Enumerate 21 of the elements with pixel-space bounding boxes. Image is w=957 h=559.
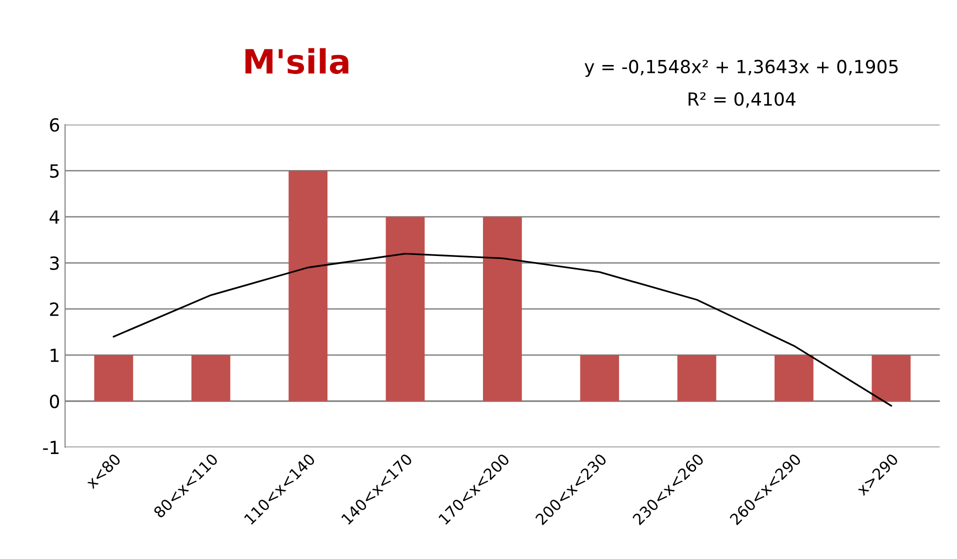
bar bbox=[482, 216, 522, 402]
y-tick-label: 6 bbox=[50, 118, 60, 132]
bar bbox=[580, 355, 620, 402]
y-tick-label: 1 bbox=[50, 348, 59, 362]
y-tick-label: 5 bbox=[50, 164, 59, 178]
y-tick-label: 3 bbox=[50, 256, 59, 270]
y-tick-label: 2 bbox=[50, 302, 58, 316]
text: R² = 0,4104 bbox=[688, 92, 796, 108]
bar bbox=[774, 355, 814, 402]
bar bbox=[677, 355, 716, 402]
chart-title: M'sila bbox=[245, 48, 348, 74]
bar bbox=[191, 355, 230, 402]
bar bbox=[94, 355, 134, 402]
bar bbox=[386, 216, 425, 402]
bar bbox=[872, 355, 911, 402]
line-series bbox=[112, 252, 892, 407]
bar bbox=[288, 170, 328, 402]
y-tick-label: 4 bbox=[50, 210, 60, 224]
text: y = -0,1548x² + 1,3643x + 0,1905 bbox=[584, 60, 898, 77]
y-tick-label: -1 bbox=[43, 440, 59, 454]
y-tick-label: 0 bbox=[50, 394, 60, 408]
